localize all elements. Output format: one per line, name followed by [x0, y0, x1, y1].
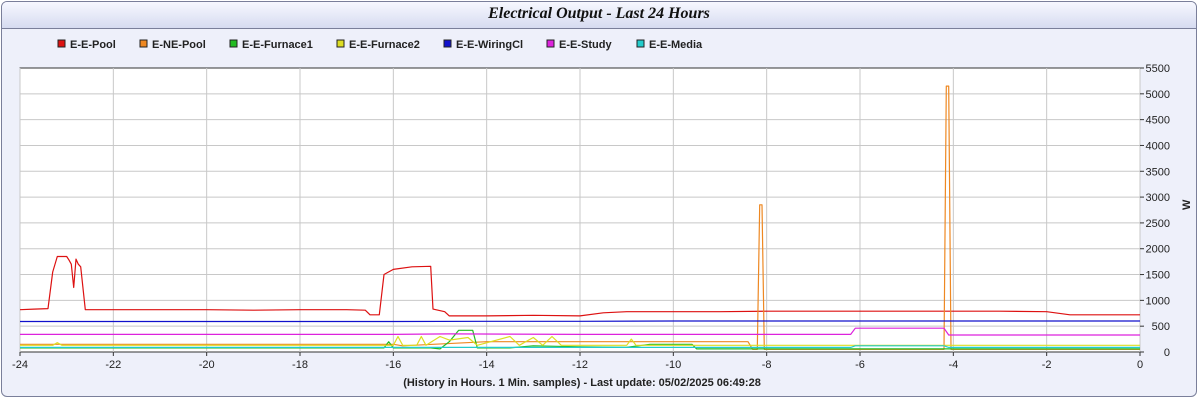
legend-label: E-NE-Pool — [152, 39, 206, 51]
series-line-6 — [20, 345, 1140, 348]
x-tick-label: -22 — [105, 359, 121, 371]
x-tick-label: -18 — [292, 359, 308, 371]
x-tick-label: 0 — [1137, 359, 1143, 371]
series-line-1 — [20, 85, 1140, 350]
legend-label: E-E-Furnace1 — [242, 39, 313, 51]
y-tick-label: 4500 — [1146, 115, 1170, 127]
series-line-5 — [20, 327, 1140, 336]
series-line-4 — [20, 320, 1140, 323]
y-tick-label: 5000 — [1146, 89, 1170, 101]
y-axis-title: W — [1181, 199, 1193, 210]
series-line-3 — [20, 335, 1140, 346]
legend-label: E-E-WiringCl — [456, 39, 523, 51]
x-tick-label: -8 — [762, 359, 772, 371]
x-tick-label: -4 — [948, 359, 958, 371]
legend-swatch — [139, 39, 148, 48]
legend-swatch — [443, 39, 452, 48]
y-tick-label: 3500 — [1146, 166, 1170, 178]
x-tick-label: -24 — [12, 359, 28, 371]
x-tick-label: -2 — [1042, 359, 1052, 371]
x-axis-title: (History in Hours. 1 Min. samples) - Las… — [403, 377, 761, 389]
legend-swatch — [336, 39, 345, 48]
legend-swatch — [229, 39, 238, 48]
x-tick-label: -12 — [572, 359, 588, 371]
y-tick-label: 500 — [1152, 321, 1170, 333]
y-tick-label: 1500 — [1146, 270, 1170, 282]
y-axis: 0 500 1000 1500 2000 2500 3000 3500 4000 4500 5000… — [1140, 63, 1170, 359]
legend-swatch — [636, 39, 645, 48]
y-tick-label: 2500 — [1146, 218, 1170, 230]
y-tick-label: 0 — [1164, 347, 1170, 359]
legend-swatch — [546, 39, 555, 48]
legend-label: E-E-Media — [649, 39, 703, 51]
legend-swatch — [57, 39, 66, 48]
x-tick-label: -16 — [385, 359, 401, 371]
x-axis: -24 -22 -20 -18 -16 -14 -12 -10 -8 -6 -4 -2 0 — [12, 352, 1143, 371]
y-tick-label: 2000 — [1146, 244, 1170, 256]
legend-label: E-E-Furnace2 — [349, 39, 420, 51]
chart-title: Electrical Output - Last 24 Hours — [488, 5, 710, 22]
series-line-0 — [19, 255, 1140, 317]
y-tick-label: 4000 — [1146, 140, 1170, 152]
y-tick-label: 5500 — [1146, 63, 1170, 75]
y-tick-label: 1000 — [1146, 295, 1170, 307]
x-tick-label: -20 — [199, 359, 215, 371]
x-tick-label: -10 — [665, 359, 681, 371]
y-tick-label: 3000 — [1146, 192, 1170, 204]
legend-label: E-E-Pool — [70, 39, 116, 51]
series-lines — [19, 85, 1140, 350]
grid — [19, 68, 1141, 352]
x-tick-label: -6 — [855, 359, 865, 371]
x-tick-label: -14 — [479, 359, 495, 371]
title-bar: Electrical Output - Last 24 Hours — [2, 2, 1196, 29]
legend-label: E-E-Study — [559, 39, 612, 51]
legend: E-E-Pool E-NE-Pool E-E-Furnace1 E-E-Furnace… — [57, 39, 703, 51]
